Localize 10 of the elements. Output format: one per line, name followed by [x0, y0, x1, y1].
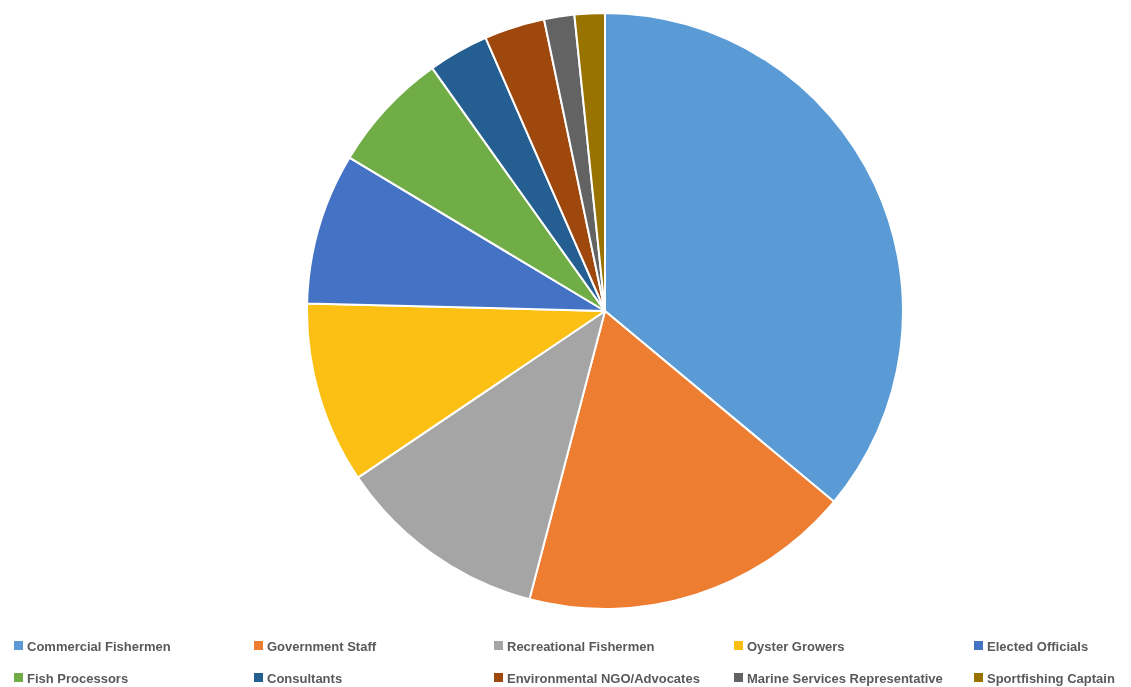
legend-label: Consultants: [267, 670, 343, 686]
legend-label: Government Staff: [267, 638, 377, 654]
legend-label: Environmental NGO/Advocates: [507, 670, 700, 686]
legend-label: Commercial Fishermen: [27, 638, 171, 654]
legend-label: Sportfishing Captain: [987, 670, 1115, 686]
legend-label: Recreational Fishermen: [507, 638, 655, 654]
legend-label: Oyster Growers: [747, 638, 845, 654]
legend-label: Marine Services Representative: [747, 670, 943, 686]
legend-label: Elected Officials: [987, 638, 1089, 654]
legend-label: Fish Processors: [27, 670, 129, 686]
